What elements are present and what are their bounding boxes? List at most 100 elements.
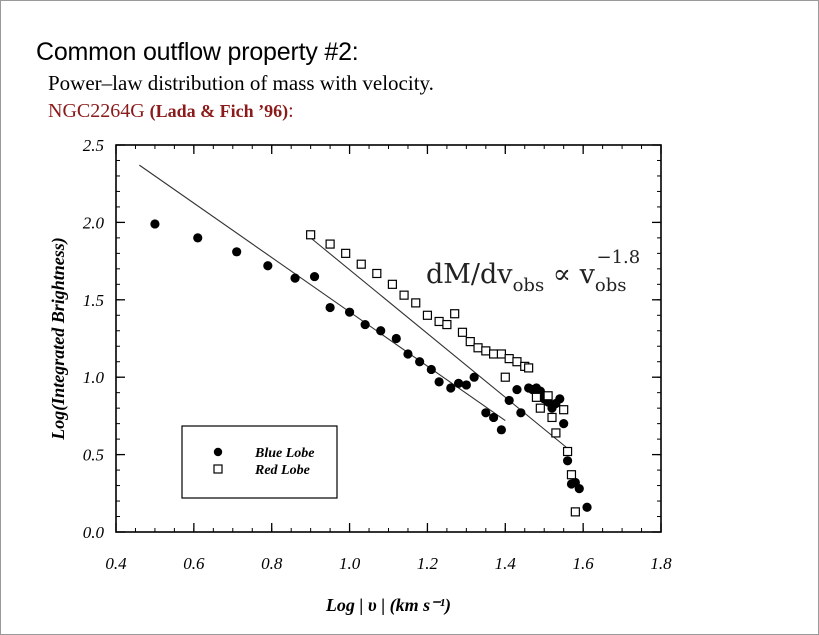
red-lobe-point bbox=[387, 279, 397, 289]
red-lobe-point bbox=[500, 372, 510, 382]
x-tick-label: 0.8 bbox=[261, 554, 283, 573]
red-lobe-point bbox=[489, 349, 499, 359]
power-law-annotation: dM/dvobs ∝ vobs−1.8 bbox=[426, 247, 640, 296]
blue-lobe-point bbox=[232, 247, 242, 257]
red-lobe-point bbox=[372, 268, 382, 279]
reference: (Lada & Fich ’96) bbox=[149, 101, 289, 121]
blue-lobe-point bbox=[309, 271, 320, 282]
red-lobe-point bbox=[512, 357, 522, 367]
blue-lobe-point bbox=[344, 307, 355, 317]
y-tick-label: 1.0 bbox=[83, 368, 105, 387]
red-lobe-point bbox=[531, 392, 542, 402]
blue-lobe-point bbox=[496, 425, 506, 435]
slide-heading: Common outflow property #2: bbox=[36, 38, 359, 66]
reference-suffix: : bbox=[288, 100, 294, 122]
y-axis-label: Log(Integrated Brightness) bbox=[48, 237, 69, 441]
annotation-main: dM/dv bbox=[426, 259, 513, 290]
red-lobe-point bbox=[457, 327, 468, 337]
red-lobe-point bbox=[559, 405, 569, 415]
x-tick-label: 0.4 bbox=[105, 554, 127, 573]
data-points bbox=[150, 219, 592, 517]
blue-lobe-point bbox=[376, 326, 386, 336]
legend-marker-blue bbox=[213, 447, 223, 457]
red-lobe-point bbox=[562, 446, 573, 457]
x-tick-label: 0.6 bbox=[183, 554, 205, 573]
x-tick-label: 1.8 bbox=[650, 554, 672, 573]
red-lobe-point bbox=[411, 298, 421, 308]
red-lobe-point bbox=[551, 428, 561, 438]
blue-lobe-point bbox=[555, 394, 565, 404]
blue-lobe-point bbox=[512, 384, 522, 395]
annotation-prop: ∝ v bbox=[544, 259, 595, 290]
blue-lobe-point bbox=[434, 377, 444, 387]
x-tick-label: 1.2 bbox=[417, 554, 439, 573]
red-lobe-point bbox=[356, 259, 366, 269]
legend-box bbox=[181, 425, 338, 499]
red-lobe-point bbox=[524, 363, 534, 373]
y-tick-label: 0.5 bbox=[83, 446, 104, 465]
annotation-sub: obs bbox=[513, 275, 545, 296]
red-lobe-point bbox=[306, 230, 316, 240]
legend-label: Blue Lobe bbox=[254, 446, 315, 461]
x-tick-label: 1.6 bbox=[573, 554, 595, 573]
blue-lobe-point bbox=[360, 319, 370, 330]
red-lobe-point bbox=[481, 346, 491, 356]
blue-lobe-point bbox=[582, 502, 592, 512]
red-lobe-point bbox=[504, 354, 514, 364]
red-lobe-point bbox=[570, 507, 580, 517]
red-lobe-point bbox=[566, 470, 577, 480]
blue-lobe-point bbox=[290, 273, 300, 283]
x-axis-label: Log | υ | (km s⁻¹) bbox=[325, 595, 451, 616]
blue-lobe-point bbox=[415, 357, 425, 367]
blue-lobe-point bbox=[446, 383, 456, 393]
object-name: NGC2264G bbox=[48, 100, 145, 122]
red-lobe-point bbox=[465, 336, 475, 347]
red-lobe-point bbox=[341, 248, 351, 258]
red-lobe-point bbox=[547, 412, 557, 423]
x-tick-label: 1.0 bbox=[339, 554, 361, 573]
x-tick-label: 1.4 bbox=[495, 554, 517, 573]
blue-lobe-point bbox=[403, 349, 413, 359]
annotation-sub-2: obs bbox=[595, 275, 627, 296]
fit-line-1 bbox=[310, 237, 572, 452]
blue-lobe-point bbox=[325, 302, 335, 313]
blue-lobe-point bbox=[263, 261, 273, 271]
red-lobe-point bbox=[442, 319, 452, 330]
legend: Blue Lobe Red Lobe bbox=[181, 425, 338, 499]
red-lobe-point bbox=[434, 316, 444, 327]
red-lobe-point bbox=[473, 343, 483, 353]
red-lobe-point bbox=[496, 349, 506, 359]
blue-lobe-point bbox=[489, 412, 499, 423]
red-lobe-point bbox=[450, 309, 460, 319]
red-lobe-point bbox=[543, 391, 553, 401]
red-lobe-point bbox=[325, 239, 335, 249]
blue-lobe-point bbox=[150, 219, 160, 229]
fit-lines bbox=[139, 164, 572, 452]
legend-label: Red Lobe bbox=[254, 463, 310, 478]
legend-marker-red bbox=[213, 464, 223, 474]
source-line: NGC2264G (Lada & Fich ’96): bbox=[48, 100, 294, 123]
blue-lobe-point bbox=[559, 419, 569, 429]
annotation-exponent: −1.8 bbox=[597, 247, 641, 268]
slide-subtitle: Power–law distribution of mass with velo… bbox=[48, 71, 434, 95]
blue-lobe-point bbox=[481, 408, 491, 418]
blue-lobe-point bbox=[516, 408, 526, 418]
blue-lobe-point bbox=[562, 456, 573, 466]
blue-lobe-point bbox=[574, 484, 584, 494]
red-lobe-point bbox=[399, 290, 409, 300]
blue-lobe-point bbox=[504, 395, 514, 406]
red-lobe-point bbox=[422, 310, 433, 320]
y-tick-label: 2.0 bbox=[83, 213, 105, 232]
blue-lobe-point bbox=[469, 372, 479, 382]
blue-lobe-point bbox=[426, 364, 436, 375]
blue-lobe-point bbox=[461, 380, 471, 390]
blue-lobe-point bbox=[391, 333, 401, 344]
axes: 0.4 0.6 0.8 1.0 1.2 1.4 1.6 1.8 0.0 0.5 1.0 1.5 2.0 2… bbox=[48, 136, 672, 616]
blue-lobe-point bbox=[193, 233, 203, 243]
y-tick-label: 1.5 bbox=[83, 291, 104, 310]
y-tick-label: 2.5 bbox=[83, 136, 104, 155]
blue-lobe-point bbox=[453, 378, 464, 388]
fit-line-0 bbox=[139, 164, 506, 421]
y-tick-label: 0.0 bbox=[83, 523, 105, 542]
